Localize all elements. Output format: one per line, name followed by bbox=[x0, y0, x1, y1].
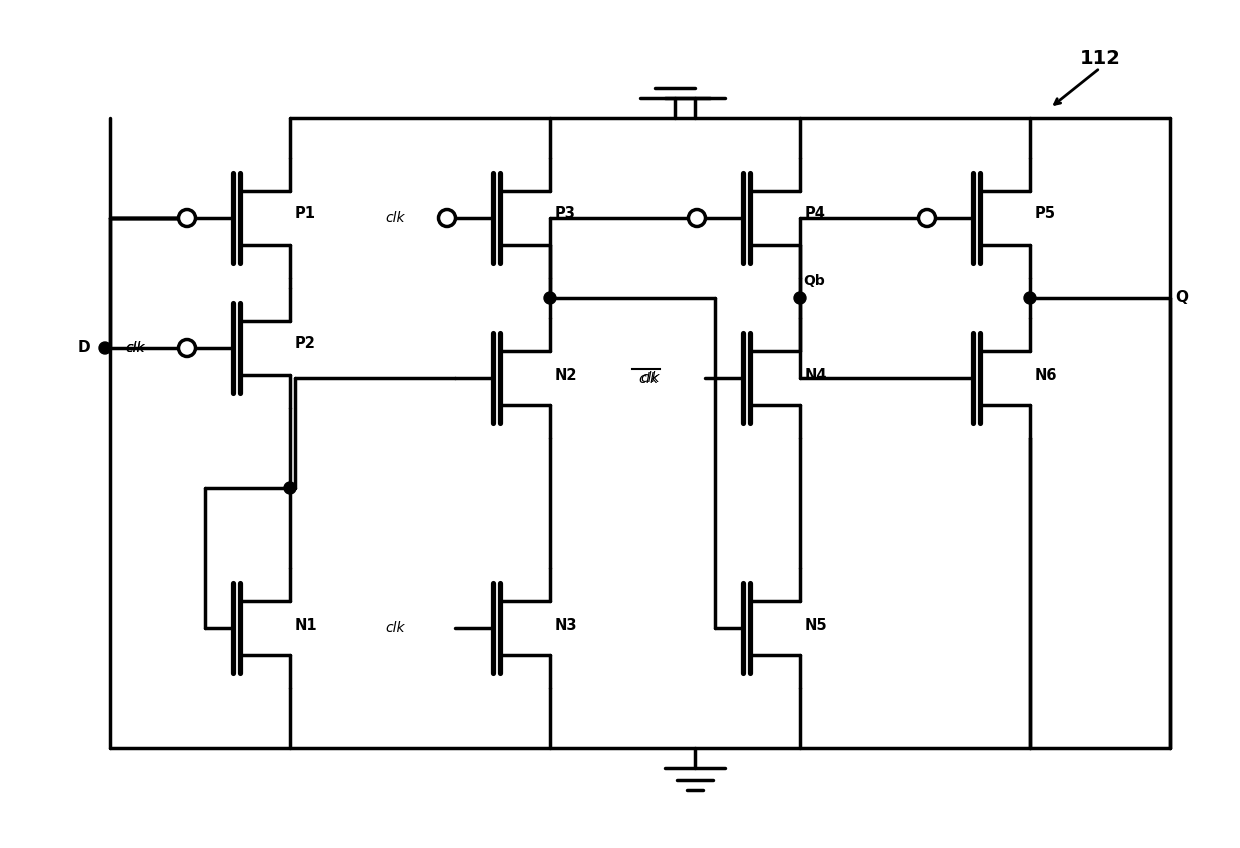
Circle shape bbox=[1024, 292, 1035, 304]
Text: N5: N5 bbox=[805, 617, 827, 633]
Text: N1: N1 bbox=[295, 617, 317, 633]
Text: P3: P3 bbox=[556, 205, 575, 220]
Text: P2: P2 bbox=[295, 336, 316, 350]
Circle shape bbox=[179, 209, 196, 226]
Text: clk: clk bbox=[386, 621, 405, 635]
Text: N6: N6 bbox=[1035, 367, 1058, 382]
Text: clk: clk bbox=[386, 211, 405, 225]
Circle shape bbox=[544, 292, 556, 304]
Text: Qb: Qb bbox=[804, 274, 825, 288]
Circle shape bbox=[688, 209, 706, 226]
Text: P1: P1 bbox=[295, 205, 316, 220]
Text: clk: clk bbox=[125, 341, 145, 355]
Circle shape bbox=[99, 342, 112, 354]
Text: N3: N3 bbox=[556, 617, 578, 633]
Circle shape bbox=[794, 292, 806, 304]
Circle shape bbox=[919, 209, 935, 226]
Circle shape bbox=[439, 209, 455, 226]
Circle shape bbox=[284, 482, 296, 494]
Text: clk: clk bbox=[125, 341, 145, 355]
Circle shape bbox=[179, 339, 196, 356]
Text: clk: clk bbox=[641, 371, 660, 385]
Text: N2: N2 bbox=[556, 367, 578, 382]
Text: 112: 112 bbox=[1080, 48, 1121, 68]
Text: Q: Q bbox=[1176, 291, 1188, 305]
Text: $\overline{clk}$: $\overline{clk}$ bbox=[639, 368, 660, 388]
Text: D: D bbox=[77, 341, 91, 355]
Text: P4: P4 bbox=[805, 205, 826, 220]
Text: P5: P5 bbox=[1035, 205, 1056, 220]
Text: N4: N4 bbox=[805, 367, 827, 382]
